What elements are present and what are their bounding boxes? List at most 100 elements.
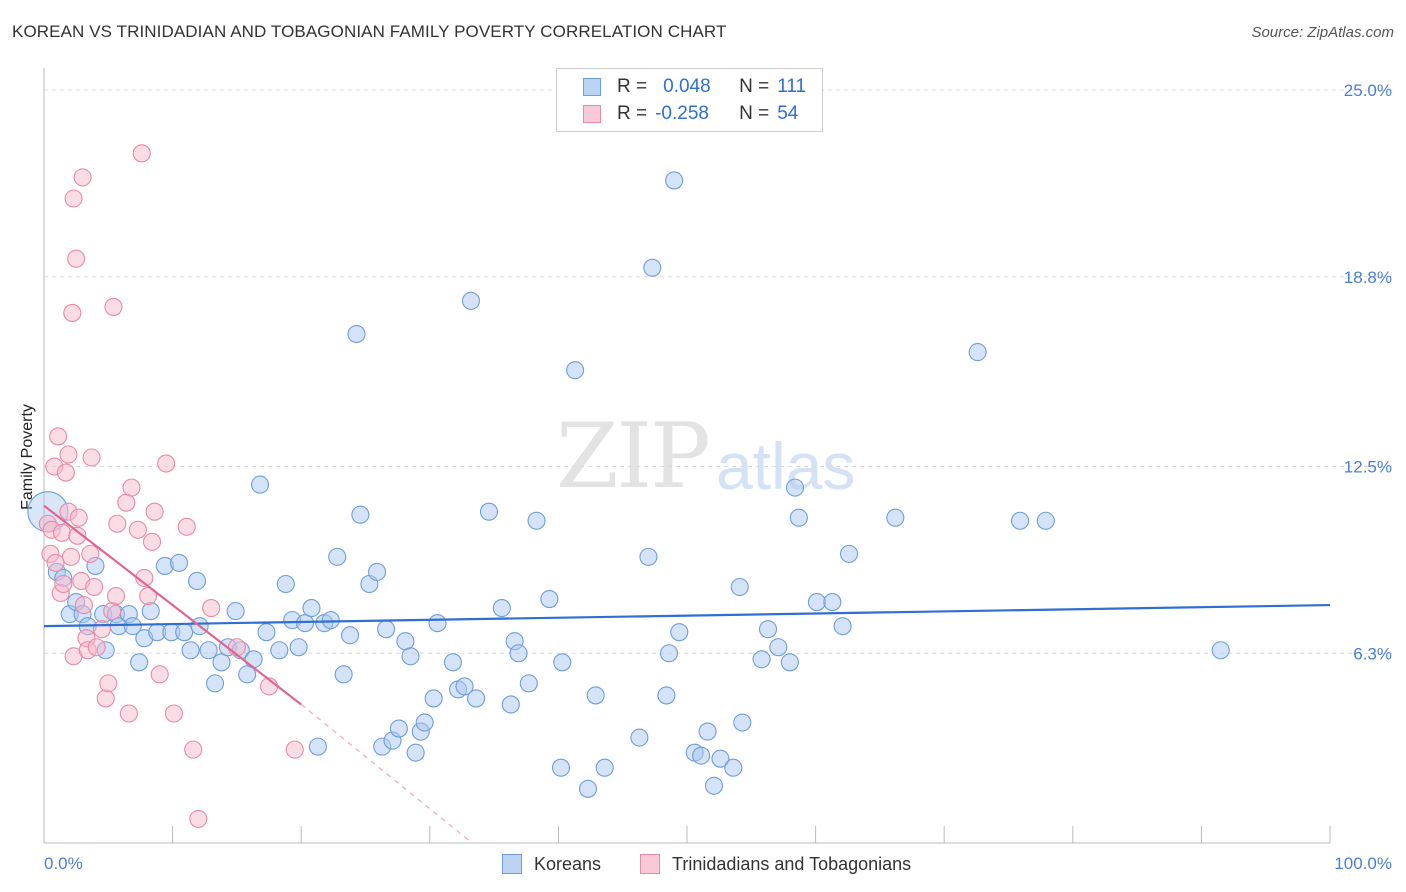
y-tick-label: 18.8% (1344, 268, 1392, 287)
korean-point (540, 590, 559, 609)
korean-point (509, 644, 528, 663)
korean-point (296, 614, 315, 633)
korean-point (226, 602, 245, 621)
korean-point (199, 641, 218, 660)
x-tick-label: 0.0% (44, 854, 83, 873)
legend-r-label-trinidadians: R = (617, 103, 648, 124)
legend-n-label-koreans: N = (739, 76, 770, 97)
trinidadian-point (177, 517, 196, 536)
trinidadian-point (59, 445, 78, 464)
korean-point (752, 650, 771, 669)
trinidadian-point (128, 520, 147, 539)
bottom-legend-koreans: Koreans (502, 850, 601, 878)
korean-point (130, 653, 149, 672)
korean-point (205, 674, 225, 693)
korean-point (328, 547, 347, 566)
trinidadian-point (61, 547, 81, 566)
korean-point (692, 746, 711, 765)
korean-point (833, 617, 852, 636)
trinidadian-point (117, 493, 136, 512)
korean-point (302, 599, 321, 618)
trinidadian-point (96, 689, 115, 708)
korean-point (212, 653, 231, 672)
korean-point (443, 653, 462, 672)
korean-point (401, 647, 420, 666)
korean-point (479, 502, 499, 521)
korean-point (406, 743, 425, 762)
korean-point (789, 508, 808, 527)
korean-point (341, 626, 360, 645)
korean-point (657, 686, 676, 705)
trinidadian-trend-line (43, 504, 302, 706)
korean-point (187, 571, 207, 591)
korean-point (321, 611, 340, 630)
bottom-label-trinidadians: Trinidadians and Tobagonians (672, 853, 912, 874)
korean-point (785, 478, 805, 497)
legend-row-koreans: R = 0.048 N = 111 (557, 74, 806, 100)
korean-point (527, 511, 546, 530)
trinidadian-point (132, 144, 151, 163)
korean-point (886, 508, 905, 527)
trinidadian-point (157, 454, 176, 473)
trinidadian-point (122, 478, 141, 497)
korean-point (639, 547, 658, 566)
trinidadian-point (46, 553, 65, 572)
trinidadian-point (73, 168, 92, 187)
trinidadian-point (108, 514, 127, 533)
korean-point (351, 505, 370, 524)
korean-point (704, 776, 724, 795)
bottom-swatch-trinidadians (640, 854, 660, 874)
korean-point (758, 620, 778, 639)
korean-point (1036, 511, 1055, 530)
trinidadian-point (63, 303, 82, 322)
bottom-legend-trinidadians: Trinidadians and Tobagonians (640, 850, 911, 878)
korean-point (807, 593, 826, 612)
korean-point (711, 749, 730, 768)
korean-point (733, 713, 752, 732)
legend-n-label-trinidadians: N = (739, 103, 770, 124)
bottom-label-koreans: Koreans (534, 853, 602, 874)
legend-row-trinidadians: R = -0.258 N = 54 (557, 101, 798, 127)
legend-n-value-koreans: 111 (777, 76, 807, 97)
korean-point (467, 689, 486, 708)
korean-point (839, 544, 859, 563)
korean-point (698, 722, 717, 741)
korean-point (968, 343, 987, 362)
korean-point (643, 258, 662, 277)
korean-point (347, 324, 366, 344)
trinidadian-point (150, 665, 169, 684)
trinidadian-point (92, 620, 111, 639)
korean-point (428, 614, 447, 633)
trinidadian-point (103, 602, 122, 621)
trinidadian-point (142, 532, 162, 551)
korean-point (769, 638, 788, 657)
korean-point (455, 677, 474, 696)
korean-point (595, 758, 614, 777)
trinidadian-point (64, 189, 83, 208)
korean-point (665, 171, 684, 190)
legend-swatch-trinidadians (583, 105, 601, 123)
korean-point (1011, 511, 1030, 530)
trinidadian-point (81, 544, 100, 563)
korean-point (461, 291, 481, 310)
korean-point (250, 475, 270, 494)
korean-trend-line (43, 603, 1331, 628)
trinidadian-point (54, 574, 73, 594)
korean-point (578, 779, 598, 798)
korean-point (141, 602, 160, 621)
korean-point (553, 653, 572, 672)
korean-point (630, 728, 649, 747)
korean-point (424, 689, 443, 708)
korean-point (334, 665, 353, 684)
korean-point (257, 623, 276, 642)
legend-r-value-koreans: 0.048 (663, 76, 711, 97)
korean-point (169, 553, 189, 572)
trinidadian-point (49, 427, 68, 446)
x-tick-label: 100.0% (1334, 854, 1392, 873)
trinidadian-point (285, 740, 304, 759)
legend-r-value-trinidadians: -0.258 (655, 103, 709, 124)
trinidadian-point (82, 448, 101, 467)
korean-point (780, 653, 799, 672)
y-tick-label: 12.5% (1344, 458, 1392, 477)
korean-point (377, 620, 396, 639)
